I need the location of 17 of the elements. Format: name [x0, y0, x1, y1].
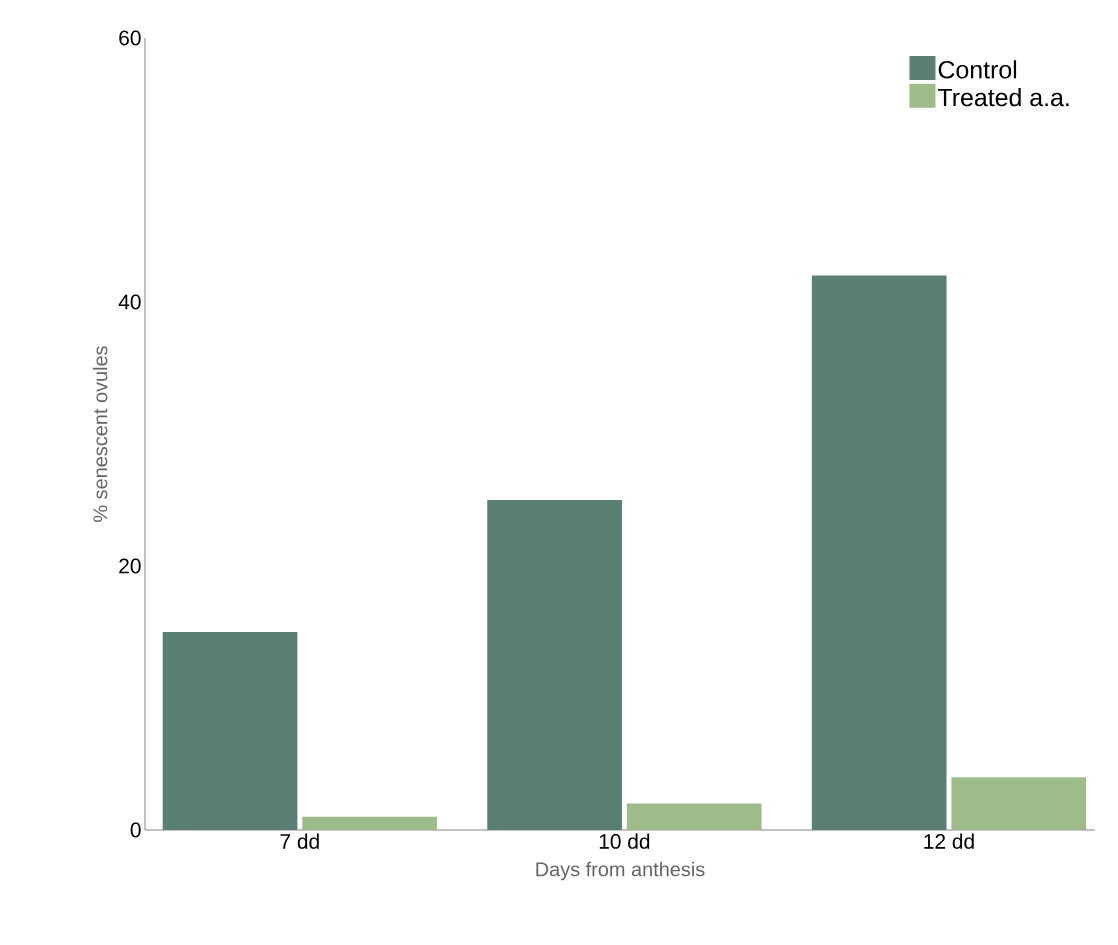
y-tick-label: 20: [119, 558, 141, 574]
bar: [487, 499, 622, 830]
legend-label: Control: [938, 60, 1017, 79]
y-tick-label: 60: [119, 30, 141, 46]
bar: [951, 777, 1087, 830]
x-tick-label: 10 dd: [599, 833, 650, 849]
bar: [626, 803, 762, 830]
y-tick-label: 40: [118, 294, 141, 310]
bar: [302, 816, 437, 830]
bar: [811, 275, 947, 830]
bar: [162, 631, 298, 830]
x-tick-label: 12 dd: [924, 833, 974, 849]
legend-label: Treated a.a.: [938, 88, 1069, 107]
y-axis-title: % senescent ovules: [92, 346, 108, 522]
x-axis-title: Days from anthesis: [536, 861, 705, 881]
x-tick-label: 7 dd: [280, 833, 319, 849]
y-tick-label: 0: [130, 822, 141, 838]
